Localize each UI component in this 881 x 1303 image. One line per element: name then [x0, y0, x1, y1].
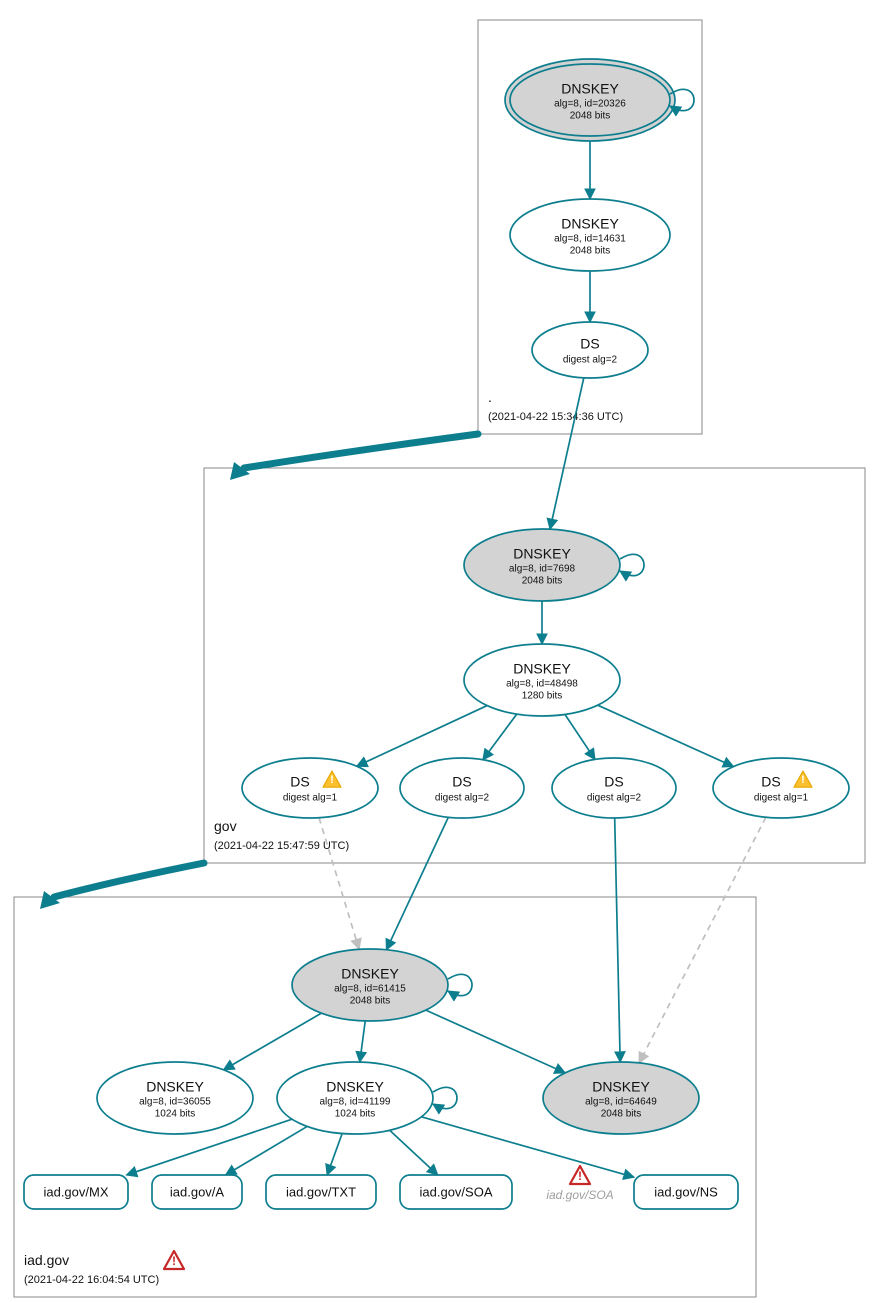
node-rr_soa_grey-error-icon: !	[570, 1166, 590, 1184]
node-rr_txt: iad.gov/TXT	[266, 1175, 376, 1209]
edge-gov_zsk-to-gov_ds2	[483, 714, 517, 760]
svg-text:DNSKEY: DNSKEY	[513, 546, 571, 562]
edge-iad_ksk-to-iad_zsk2	[360, 1021, 365, 1062]
svg-text:alg=8, id=7698: alg=8, id=7698	[509, 564, 576, 575]
node-gov_ds4: DS digest alg=1	[713, 758, 849, 818]
edge-iad_ksk-to-iad_zsk1	[224, 1013, 322, 1070]
node-iad_ksk2: DNSKEY alg=8, id=646492048 bits	[543, 1062, 699, 1134]
edge-gov_ds4-to-iad_ksk2	[639, 817, 766, 1063]
svg-text:DS: DS	[580, 336, 599, 352]
svg-text:DNSKEY: DNSKEY	[561, 81, 619, 97]
zone-arrow-gov-to-iad	[40, 863, 204, 909]
edge-iad_zsk2-to-rr_a	[226, 1126, 308, 1175]
node-root_ds: DS digest alg=2	[532, 322, 648, 378]
svg-text:2048 bits: 2048 bits	[601, 1109, 642, 1120]
svg-text:DS: DS	[761, 774, 780, 790]
edge-gov_ds2-to-iad_ksk	[386, 817, 448, 950]
zone-iad-error-icon: !	[164, 1251, 184, 1269]
svg-text:2048 bits: 2048 bits	[522, 576, 563, 587]
svg-text:iad.gov/TXT: iad.gov/TXT	[286, 1184, 356, 1199]
svg-text:iad.gov/SOA: iad.gov/SOA	[546, 1188, 613, 1202]
svg-text:digest alg=1: digest alg=1	[283, 793, 338, 804]
svg-text:alg=8, id=20326: alg=8, id=20326	[554, 99, 626, 110]
edge-iad_zsk2-to-rr_soa	[390, 1130, 438, 1175]
svg-text:alg=8, id=64649: alg=8, id=64649	[585, 1097, 657, 1108]
node-gov_zsk: DNSKEY alg=8, id=484981280 bits	[464, 644, 620, 716]
svg-text:DS: DS	[452, 774, 471, 790]
svg-text:iad.gov/SOA: iad.gov/SOA	[420, 1184, 493, 1199]
svg-text:!: !	[172, 1254, 176, 1268]
svg-text:1024 bits: 1024 bits	[155, 1109, 196, 1120]
svg-text:DS: DS	[290, 774, 309, 790]
svg-text:DNSKEY: DNSKEY	[341, 966, 399, 982]
node-rr_soa_grey: iad.gov/SOA	[546, 1188, 613, 1202]
svg-text:1280 bits: 1280 bits	[522, 691, 563, 702]
zone-timestamp-iad: (2021-04-22 16:04:54 UTC)	[24, 1274, 159, 1286]
svg-text:digest alg=1: digest alg=1	[754, 793, 809, 804]
zone-label-gov: gov	[214, 818, 237, 834]
node-gov_ds3: DS digest alg=2	[552, 758, 676, 818]
edge-gov_ds1-to-iad_ksk	[319, 818, 359, 950]
node-root_ksk: DNSKEY alg=8, id=203262048 bits	[505, 59, 694, 141]
zone-timestamp-root: (2021-04-22 15:34:36 UTC)	[488, 411, 623, 423]
svg-text:2048 bits: 2048 bits	[570, 246, 611, 257]
svg-text:alg=8, id=14631: alg=8, id=14631	[554, 234, 626, 245]
svg-text:DNSKEY: DNSKEY	[326, 1079, 384, 1095]
edge-iad_zsk2-to-rr_txt	[327, 1134, 342, 1175]
svg-text:DNSKEY: DNSKEY	[592, 1079, 650, 1095]
zone-arrow-root-to-gov	[230, 434, 478, 480]
node-gov_ds2: DS digest alg=2	[400, 758, 524, 818]
svg-text:1024 bits: 1024 bits	[335, 1109, 376, 1120]
svg-text:alg=8, id=41199: alg=8, id=41199	[320, 1097, 391, 1108]
edge-iad_ksk-to-iad_ksk2	[426, 1010, 565, 1073]
node-gov_ksk: DNSKEY alg=8, id=76982048 bits	[464, 529, 644, 601]
svg-text:DNSKEY: DNSKEY	[146, 1079, 204, 1095]
node-rr_ns: iad.gov/NS	[634, 1175, 738, 1209]
svg-text:!: !	[578, 1169, 582, 1183]
edge-gov_ds3-to-iad_ksk2	[615, 818, 621, 1062]
node-iad_ksk: DNSKEY alg=8, id=614152048 bits	[292, 949, 472, 1021]
svg-text:DNSKEY: DNSKEY	[561, 216, 619, 232]
svg-text:alg=8, id=48498: alg=8, id=48498	[506, 679, 578, 690]
zone-label-iad: iad.gov	[24, 1252, 69, 1268]
node-root_zsk: DNSKEY alg=8, id=146312048 bits	[510, 199, 670, 271]
zone-label-root: .	[488, 389, 492, 405]
svg-text:2048 bits: 2048 bits	[350, 996, 391, 1007]
svg-text:iad.gov/MX: iad.gov/MX	[43, 1184, 108, 1199]
edge-root_ds-to-gov_ksk	[550, 378, 584, 529]
svg-text:alg=8, id=61415: alg=8, id=61415	[334, 984, 406, 995]
svg-text:iad.gov/A: iad.gov/A	[170, 1184, 225, 1199]
node-rr_soa: iad.gov/SOA	[400, 1175, 512, 1209]
node-iad_zsk1: DNSKEY alg=8, id=360551024 bits	[97, 1062, 253, 1134]
edge-gov_zsk-to-gov_ds1	[357, 706, 487, 767]
node-rr_a: iad.gov/A	[152, 1175, 242, 1209]
svg-text:digest alg=2: digest alg=2	[435, 793, 490, 804]
svg-text:!: !	[801, 774, 805, 786]
svg-text:alg=8, id=36055: alg=8, id=36055	[139, 1097, 211, 1108]
svg-text:DS: DS	[604, 774, 623, 790]
svg-text:digest alg=2: digest alg=2	[587, 793, 642, 804]
svg-text:DNSKEY: DNSKEY	[513, 661, 571, 677]
node-iad_zsk2: DNSKEY alg=8, id=411991024 bits	[277, 1062, 457, 1134]
edge-gov_zsk-to-gov_ds3	[565, 714, 595, 759]
svg-text:iad.gov/NS: iad.gov/NS	[654, 1184, 718, 1199]
svg-text:2048 bits: 2048 bits	[570, 111, 611, 122]
node-rr_mx: iad.gov/MX	[24, 1175, 128, 1209]
node-gov_ds1: DS digest alg=1	[242, 758, 378, 818]
svg-text:digest alg=2: digest alg=2	[563, 355, 618, 366]
svg-text:!: !	[330, 774, 334, 786]
dnssec-diagram: . (2021-04-22 15:34:36 UTC) gov (2021-04-22…	[0, 0, 881, 1303]
